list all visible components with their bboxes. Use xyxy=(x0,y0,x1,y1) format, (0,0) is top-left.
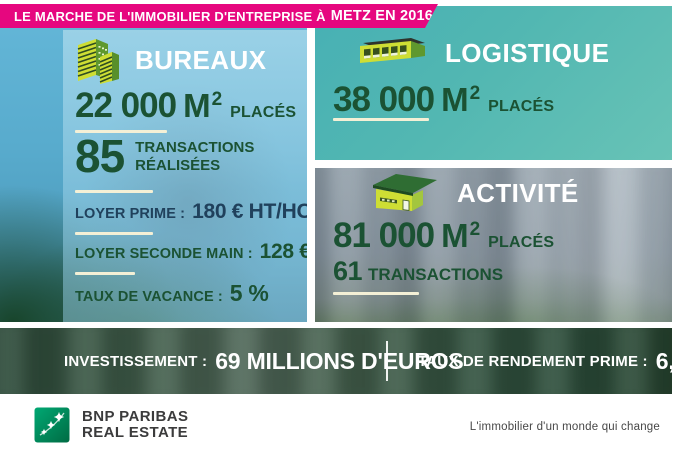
logistique-panel: LOGISTIQUE 38 000 M 2 PLACÉS xyxy=(315,6,672,160)
logistique-surface: 38 000 M 2 PLACÉS xyxy=(333,82,554,117)
bureaux-title: BUREAUX xyxy=(135,44,267,75)
bnp-paribas-brand: BNP PARIBAS REAL ESTATE xyxy=(34,407,188,443)
activite-transactions: 61 TRANSACTIONS xyxy=(333,258,503,285)
logistique-title: LOGISTIQUE xyxy=(445,37,610,68)
bureaux-transactions-number: 85 xyxy=(75,130,125,182)
investissement-kpi: INVESTISSEMENT : 69 MILLIONS D'EUROS xyxy=(64,328,464,394)
activite-transactions-label: TRANSACTIONS xyxy=(368,265,504,284)
bureaux-transactions: 85 TRANSACTIONS RÉALISÉES xyxy=(75,130,254,182)
investissement-value: 69 MILLIONS D'EUROS xyxy=(215,347,464,374)
kpi-bottom-bar: INVESTISSEMENT : 69 MILLIONS D'EUROS TAU… xyxy=(0,328,672,394)
taux-vacance-row: TAUX DE VACANCE : 5 % xyxy=(75,280,269,307)
bnp-paribas-logo-icon xyxy=(34,407,70,443)
bureaux-panel: BUREAUX 22 000 M 2 PLACÉS 85 TRANSACTION… xyxy=(63,30,312,322)
activite-surface-number: 81 000 xyxy=(333,216,435,255)
activite-surface: 81 000 M 2 PLACÉS xyxy=(333,218,554,253)
logistique-surface-label: PLACÉS xyxy=(488,98,555,115)
bureaux-surface: 22 000 M 2 PLACÉS xyxy=(75,88,296,123)
brand-name: BNP PARIBAS REAL ESTATE xyxy=(82,407,189,441)
bureaux-transactions-label: TRANSACTIONS RÉALISÉES xyxy=(135,139,254,174)
bureaux-surface-unit: M xyxy=(183,87,211,124)
white-vertical-gap xyxy=(307,28,315,322)
photo-collage-background: BUREAUX 22 000 M 2 PLACÉS 85 TRANSACTION… xyxy=(0,6,672,322)
taux-vacance-value: 5 % xyxy=(229,280,269,306)
activite-surface-unit: M xyxy=(441,217,469,254)
divider-rule xyxy=(75,190,153,193)
loyer-seconde-main-label: LOYER SECONDE MAIN : xyxy=(75,246,253,262)
divider-rule xyxy=(75,272,135,275)
title-banner: LE MARCHE DE L'IMMOBILIER D'ENTREPRISE À… xyxy=(0,4,438,28)
activite-surface-label: PLACÉS xyxy=(488,234,555,251)
bureaux-transactions-label-line2: RÉALISÉES xyxy=(135,156,221,174)
logistique-surface-number: 38 000 xyxy=(333,80,435,119)
banner-title: LE MARCHE DE L'IMMOBILIER D'ENTREPRISE À xyxy=(14,8,326,24)
activite-header: ACTIVITÉ xyxy=(363,170,579,216)
bureaux-transactions-label-line1: TRANSACTIONS xyxy=(135,139,255,157)
rendement-label: TAUX DE RENDEMENT PRIME : xyxy=(418,352,648,370)
logistique-header: LOGISTIQUE xyxy=(355,30,609,76)
warehouse-icon xyxy=(355,34,429,72)
loyer-prime-label: LOYER PRIME : xyxy=(75,206,186,222)
bureaux-header: BUREAUX xyxy=(75,34,266,86)
activite-title: ACTIVITÉ xyxy=(457,177,579,208)
loyer-prime-value: 180 € HT/HC xyxy=(192,200,312,223)
bureaux-surface-label: PLACÉS xyxy=(230,104,297,121)
logistique-surface-sup: 2 xyxy=(469,83,481,104)
activite-panel: ACTIVITÉ 81 000 M 2 PLACÉS 61 TRANSACTIO… xyxy=(315,168,672,322)
divider-rule xyxy=(333,292,419,295)
kpi-divider-line xyxy=(386,341,388,381)
brand-name-line1: BNP PARIBAS xyxy=(82,407,189,425)
divider-rule xyxy=(75,232,153,235)
divider-rule xyxy=(333,118,429,121)
office-buildings-icon xyxy=(75,36,121,84)
industrial-shed-icon xyxy=(363,170,441,216)
brand-tagline: L'immobilier d'un monde qui change xyxy=(469,421,660,433)
activite-transactions-number: 61 xyxy=(333,256,363,286)
activite-surface-sup: 2 xyxy=(469,219,481,240)
loyer-seconde-main-row: LOYER SECONDE MAIN : 128 € xyxy=(75,240,311,264)
banner-title-strong: METZ EN 2016 xyxy=(330,8,434,24)
loyer-seconde-main-value: 128 € xyxy=(259,240,311,263)
rendement-value: 6,4% xyxy=(655,347,672,374)
taux-vacance-label: TAUX DE VACANCE : xyxy=(75,289,223,305)
white-horizontal-gap xyxy=(315,160,672,168)
divider-rule xyxy=(75,130,167,133)
investissement-label: INVESTISSEMENT : xyxy=(64,352,208,370)
bureaux-surface-sup: 2 xyxy=(211,89,223,110)
brand-name-line2: REAL ESTATE xyxy=(82,424,189,441)
loyer-prime-row: LOYER PRIME : 180 € HT/HC xyxy=(75,200,312,224)
rendement-kpi: TAUX DE RENDEMENT PRIME : 6,4% xyxy=(418,328,672,394)
bureaux-surface-number: 22 000 xyxy=(75,86,177,125)
logistique-surface-unit: M xyxy=(441,81,469,118)
